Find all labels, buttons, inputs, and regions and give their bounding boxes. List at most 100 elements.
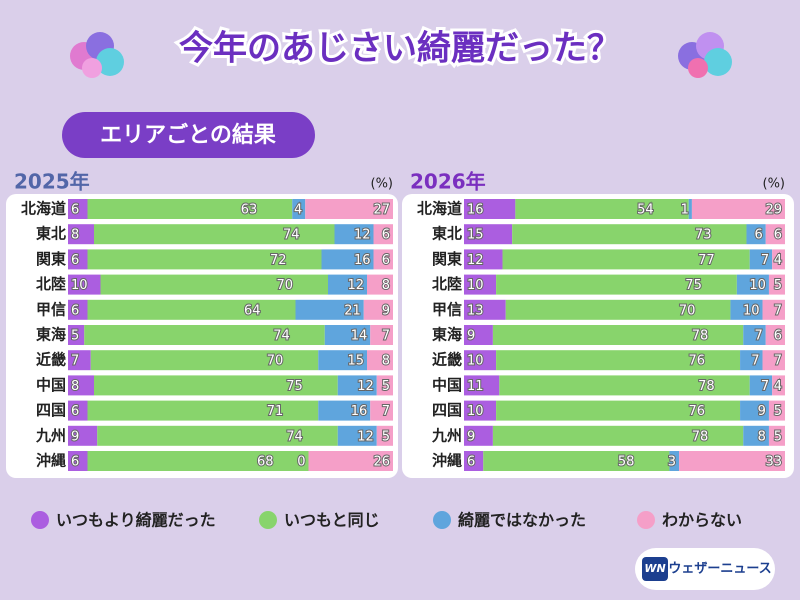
bar-segment: わからない <box>691 199 785 219</box>
value-label: 74 <box>283 228 300 243</box>
bar-segment: いつもより綺麗だった <box>68 249 88 270</box>
value-label: 9 <box>758 404 766 419</box>
value-label: 7 <box>382 329 390 344</box>
category-label: 北海道 <box>417 200 462 218</box>
bar-segment: わからない <box>772 375 785 396</box>
bar-segment: いつもより綺麗だった <box>464 451 484 471</box>
value-label: 74 <box>273 329 290 344</box>
value-label: 10 <box>467 404 484 419</box>
bar-segment: いつもより綺麗だった <box>464 249 503 270</box>
bar-segment: いつもと同じ <box>505 299 731 320</box>
category-label: 九州 <box>35 426 66 444</box>
bar-segment: いつもと同じ <box>90 350 319 371</box>
bar-segment: わからない <box>679 451 785 471</box>
value-label: 78 <box>692 329 709 344</box>
value-label: 6 <box>71 203 79 218</box>
value-label: 8 <box>382 354 390 369</box>
brand-mark: WN <box>644 562 665 575</box>
value-label: 6 <box>382 253 390 268</box>
bar-segment: いつもと同じ <box>87 299 296 320</box>
chart-title: 2025年 <box>14 170 90 194</box>
value-label: 64 <box>244 303 261 318</box>
bar-segment: いつもと同じ <box>492 425 744 446</box>
category-label: 関東 <box>432 250 462 268</box>
legend: いつもより綺麗だった いつもと同じ 綺麗ではなかった わからない <box>31 511 742 530</box>
bar-segment: わからない <box>762 350 785 371</box>
bar-segment: いつもより綺麗だった <box>464 400 497 421</box>
category-label: 九州 <box>431 426 462 444</box>
bar-segment: 綺麗ではなかった <box>743 325 766 345</box>
value-label: 13 <box>467 303 484 318</box>
category-label: 甲信 <box>432 300 462 318</box>
value-label: 5 <box>774 404 782 419</box>
value-label: 3 <box>668 455 676 470</box>
value-label: 5 <box>774 278 782 293</box>
category-label: 近畿 <box>432 351 462 369</box>
bar-segment: わからない <box>376 375 393 396</box>
bar-segment: 綺麗ではなかった <box>740 400 769 421</box>
bar-segment: 綺麗ではなかった <box>749 249 773 270</box>
section-pill <box>62 112 315 158</box>
bar-segment: わからない <box>772 249 785 270</box>
value-label: 11 <box>467 379 484 394</box>
category-label: 関東 <box>36 250 66 268</box>
value-label: 7 <box>382 404 390 419</box>
bar-segment: いつもと同じ <box>499 375 750 396</box>
bar-segment: 綺麗ではなかった <box>318 350 367 371</box>
bar-segment: いつもと同じ <box>97 425 338 446</box>
legend-label: わからない <box>662 511 742 530</box>
category-label: 沖縄 <box>36 452 66 470</box>
bar-segment: 綺麗ではなかった <box>730 299 763 320</box>
value-label: 16 <box>354 253 371 268</box>
value-label: 7 <box>761 253 769 268</box>
bar-segment: 綺麗ではなかった <box>295 299 364 320</box>
category-label: 近畿 <box>36 351 66 369</box>
bar-segment: 綺麗ではなかった <box>318 400 371 421</box>
value-label: 70 <box>276 278 293 293</box>
value-label: 77 <box>698 253 715 268</box>
category-label: 中国 <box>432 376 462 394</box>
legend-label: 綺麗ではなかった <box>458 511 586 530</box>
bar-segment: いつもより綺麗だった <box>464 375 500 396</box>
bar-segment: わからない <box>765 325 785 345</box>
legend-swatch <box>637 511 655 529</box>
bar-segment: 綺麗ではなかった <box>743 425 769 446</box>
bar-segment: いつもより綺麗だった <box>68 451 88 471</box>
bar-segment: わからない <box>308 451 393 471</box>
bar-segment: 綺麗ではなかった <box>321 249 374 270</box>
value-label: 78 <box>692 429 709 444</box>
bar-segment: いつもと同じ <box>502 249 750 270</box>
value-label: 0 <box>297 455 305 470</box>
value-label: 10 <box>71 278 88 293</box>
bar-segment: わからない <box>367 350 393 371</box>
bar-segment: いつもと同じ <box>87 249 322 270</box>
bar-segment: 綺麗ではなかった <box>292 199 306 219</box>
bar-segment: わからない <box>765 224 785 245</box>
value-label: 71 <box>267 404 284 419</box>
bar-segment: 綺麗ではなかった <box>736 274 769 295</box>
bar-segment: いつもと同じ <box>492 325 744 345</box>
value-label: 10 <box>467 354 484 369</box>
value-label: 7 <box>774 303 782 318</box>
value-label: 6 <box>71 303 79 318</box>
value-label: 5 <box>71 329 79 344</box>
value-label: 5 <box>774 429 782 444</box>
brand-mark-bg <box>642 557 668 581</box>
bar-segment: わからない <box>768 425 785 446</box>
value-label: 5 <box>382 379 390 394</box>
bar-segment: 綺麗ではなかった <box>740 350 763 371</box>
value-label: 6 <box>71 253 79 268</box>
category-label: 中国 <box>36 376 66 394</box>
value-label: 70 <box>679 303 696 318</box>
bar-segment: いつもより綺麗だった <box>464 199 516 219</box>
bar-segment: いつもと同じ <box>87 199 293 219</box>
value-label: 10 <box>749 278 766 293</box>
bar-segment: 綺麗ではなかった <box>669 451 680 471</box>
legend-label: いつもと同じ <box>284 511 380 530</box>
bar-segment: 綺麗ではなかった <box>334 224 374 245</box>
value-label: 7 <box>71 354 79 369</box>
value-label: 5 <box>382 429 390 444</box>
bar-segment: いつもより綺麗だった <box>68 325 85 345</box>
value-label: 12 <box>357 379 374 394</box>
bar-segment: いつもより綺麗だった <box>68 274 101 295</box>
